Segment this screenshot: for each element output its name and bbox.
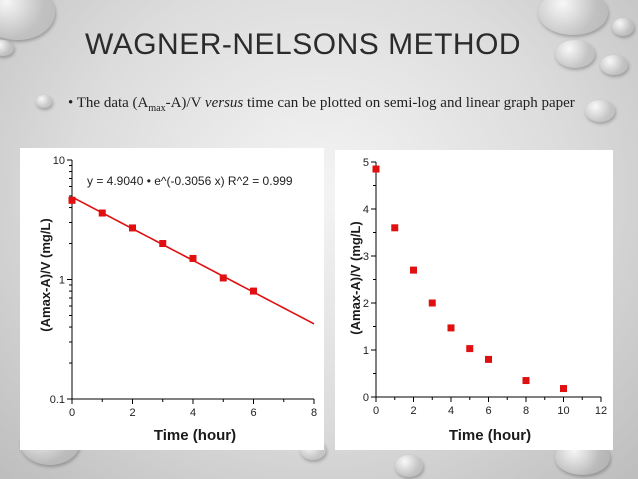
water-drop-decoration [538,0,608,35]
water-drop-decoration [600,55,628,75]
data-point [219,274,227,282]
y-axis-label: (Amax-A)/V (mg/L) [38,218,53,331]
y-tick-label: 5 [363,157,369,169]
x-tick-label: 8 [523,405,529,417]
data-point [560,385,567,393]
semilog-chart-panel: 0 2 4 6 8 0.1 1 10 y = 4.9040 • e^(-0.3056 x) R… [20,148,324,450]
x-tick-label: 10 [557,405,569,417]
text-suffix: time can be plotted on semi-log and line… [243,95,575,111]
x-tick-label: 2 [129,407,135,419]
y-tick-label: 2 [363,298,369,310]
y-tick-label: 1 [363,345,369,357]
data-point [410,266,417,274]
text-subscript: max [148,103,166,114]
x-tick-label: 4 [190,407,196,419]
fit-equation-annotation: y = 4.9040 • e^(-0.3056 x) R^2 = 0.999 [87,174,293,188]
x-tick-label: 0 [373,405,379,417]
y-tick-label: 4 [363,204,369,216]
x-tick-label: 6 [250,407,256,419]
x-tick-label: 6 [485,405,491,417]
water-drop-decoration [612,18,634,36]
bullet-drop-icon [36,95,52,108]
water-drop-decoration [395,455,423,477]
y-tick-label: 1 [59,275,65,287]
y-tick-label: 10 [53,155,65,167]
x-tick-label: 8 [311,407,317,419]
water-drop-decoration [0,40,14,56]
data-point [522,377,530,385]
slide-title: WAGNER-NELSONS METHOD [85,28,522,61]
bullet-marker: • [68,95,74,111]
data-point [428,299,436,307]
slide-bullet-text: • The data (Amax-A)/V versus time can be… [68,91,608,121]
data-point [391,224,399,232]
x-tick-label: 12 [595,405,607,417]
y-tick-label: 0 [363,392,369,404]
data-point [189,254,197,262]
water-drop-decoration [555,40,595,68]
x-tick-label: 2 [410,405,416,417]
text-mid: -A)/V [165,95,205,111]
text-prefix: The data (A [76,95,149,111]
data-point [447,324,455,332]
linear-chart-panel: 0 2 4 6 8 10 12 0 1 2 3 4 5 Time (hour) (Amax-A)/V (… [335,150,613,450]
y-axis-label: (Amax-A)/V (mg/L) [348,221,363,334]
data-point [159,240,167,248]
y-tick-label: 0.1 [50,394,65,406]
text-italic: versus [204,95,244,111]
data-point [372,165,380,173]
x-tick-label: 4 [448,405,454,417]
data-point [68,196,76,204]
data-point [250,287,257,295]
semilog-chart: 0 2 4 6 8 0.1 1 10 y = 4.9040 • e^(-0.3056 x) R… [38,155,317,444]
water-drop-decoration [585,100,615,122]
data-point [129,224,136,232]
data-point [485,355,492,363]
water-drop-decoration [0,0,55,40]
x-axis-label: Time (hour) [449,427,531,444]
data-point [466,345,474,353]
y-tick-label: 3 [363,251,369,263]
x-tick-label: 0 [69,407,75,419]
x-axis-label: Time (hour) [154,427,236,444]
data-point [98,209,106,217]
